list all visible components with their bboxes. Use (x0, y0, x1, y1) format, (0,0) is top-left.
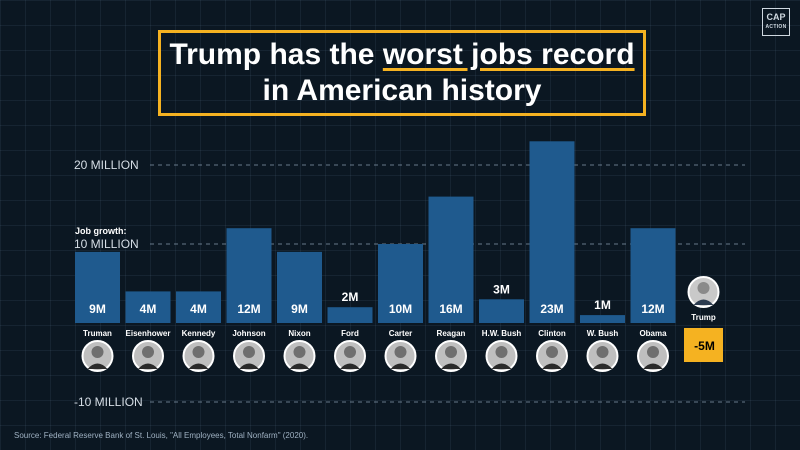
portrait-head-eisenhower (142, 346, 154, 358)
bar-eisenhower (125, 291, 171, 323)
value-label-carter: 10M (389, 302, 412, 316)
portrait-body-johnson (239, 363, 259, 369)
portrait-head-truman (91, 346, 104, 358)
category-label-reagan: Reagan (437, 329, 466, 338)
bar-truman (75, 251, 120, 323)
value-label-h-w-bush: 3M (493, 282, 510, 296)
title-line1: Trump has the worst jobs record (161, 37, 643, 73)
portrait-head-kennedy (192, 346, 205, 358)
y-tick-label-1: 10 MILLION (74, 237, 139, 251)
portrait-body-nixon (289, 363, 310, 369)
portrait-body-w-bush (592, 363, 613, 369)
bar-w-bush (580, 315, 625, 323)
bar-nixon (277, 251, 322, 323)
value-label-truman: 9M (89, 302, 106, 316)
portrait-body-obama (643, 363, 663, 369)
portrait-body-clinton (542, 363, 562, 369)
logo-line2: ACTION (765, 24, 787, 30)
category-label-w-bush: W. Bush (587, 329, 619, 338)
bar-johnson (226, 228, 272, 323)
title-line1-pre: Trump has the (169, 38, 383, 71)
bar-carter (378, 244, 423, 323)
bar-h-w-bush (479, 299, 524, 323)
portrait-head-w-bush (596, 346, 609, 358)
bar-clinton (529, 141, 575, 323)
category-label-obama: Obama (639, 329, 667, 338)
portrait-body-carter (390, 363, 411, 369)
value-label-eisenhower: 4M (140, 302, 157, 316)
bar-obama (630, 228, 676, 323)
portrait-body-h-w-bush (491, 363, 512, 369)
portrait-head-h-w-bush (495, 346, 508, 358)
portrait-body-eisenhower (138, 363, 158, 369)
category-label-johnson: Johnson (232, 329, 265, 338)
value-label-johnson: 12M (237, 302, 260, 316)
title-box: Trump has the worst jobs record in Ameri… (158, 30, 646, 116)
y-tick-label-2: -10 MILLION (74, 395, 143, 409)
category-label-h-w-bush: H.W. Bush (482, 329, 522, 338)
category-label-kennedy: Kennedy (182, 329, 216, 338)
category-label-nixon: Nixon (288, 329, 310, 338)
portrait-head-reagan (445, 346, 457, 358)
category-label-carter: Carter (389, 329, 413, 338)
bar-kennedy (176, 291, 221, 323)
portrait-body-trump (693, 299, 714, 305)
value-label-obama: 12M (641, 302, 664, 316)
value-label-w-bush: 1M (594, 298, 611, 312)
portrait-body-kennedy (188, 363, 209, 369)
y-tick-label-0: 20 MILLION (74, 158, 139, 172)
portrait-head-clinton (546, 346, 558, 358)
title-highlight: worst jobs record (382, 38, 635, 71)
value-label-trump: -5M (694, 339, 715, 353)
category-label-ford: Ford (341, 329, 359, 338)
portrait-body-reagan (441, 363, 461, 369)
title-line2: in American history (262, 74, 542, 107)
category-label-clinton: Clinton (538, 329, 566, 338)
y-axis-label: Job growth: (75, 226, 127, 236)
logo-line1: CAP (766, 12, 786, 22)
cap-action-logo: CAP ACTION (762, 8, 790, 36)
bar-reagan (428, 196, 474, 323)
value-label-reagan: 16M (439, 302, 462, 316)
value-label-clinton: 23M (540, 302, 563, 316)
category-label-truman: Truman (83, 329, 112, 338)
value-label-ford: 2M (342, 290, 359, 304)
category-label-eisenhower: Eisenhower (126, 329, 171, 338)
portrait-head-obama (647, 346, 659, 358)
value-label-kennedy: 4M (190, 302, 207, 316)
portrait-head-ford (344, 346, 356, 358)
portrait-head-nixon (293, 346, 306, 358)
portrait-head-carter (394, 346, 407, 358)
portrait-body-truman (87, 363, 108, 369)
value-label-nixon: 9M (291, 302, 308, 316)
source-note: Source: Federal Reserve Bank of St. Loui… (14, 431, 309, 440)
portrait-body-ford (340, 363, 360, 369)
bar-trump (684, 328, 723, 362)
portrait-head-johnson (243, 346, 255, 358)
bar-ford (327, 307, 373, 323)
category-label-trump: Trump (691, 313, 716, 322)
portrait-head-trump (697, 282, 710, 294)
